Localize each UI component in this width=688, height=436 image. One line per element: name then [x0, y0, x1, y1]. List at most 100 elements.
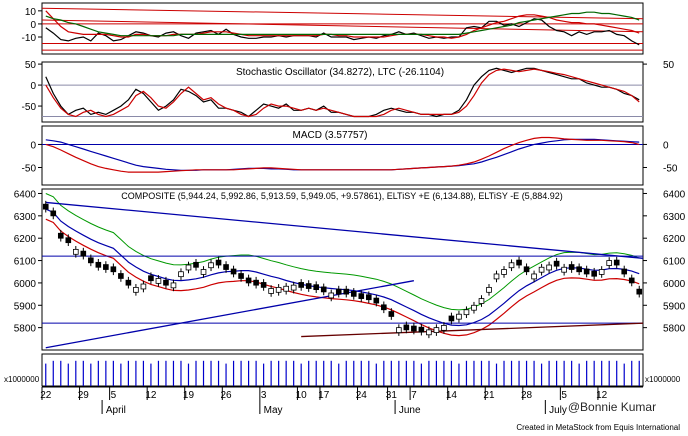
candle-body	[493, 273, 500, 280]
right-tick-label: 6300	[663, 212, 686, 223]
x-day-label: 26	[220, 390, 232, 401]
candle-body	[403, 324, 410, 331]
x-day-label: 19	[183, 390, 195, 401]
candle-body	[456, 313, 462, 320]
candle-body	[531, 273, 537, 280]
left-tick-label: 0	[30, 81, 36, 92]
candle-body	[305, 283, 312, 289]
price-trendline	[45, 201, 644, 259]
candle-body	[463, 309, 470, 316]
candle-body	[636, 288, 643, 295]
left-tick-label: 6200	[14, 234, 37, 245]
price-title: COMPOSITE (5,944.24, 5,992.86, 5,913.59,…	[121, 191, 562, 201]
left-tick-label: -50	[22, 163, 37, 174]
candle-body	[155, 278, 162, 284]
volume-unit-right: x1000000	[645, 375, 681, 384]
candle-body	[193, 261, 199, 268]
candle-body	[50, 210, 57, 217]
right-tick-label: 6200	[663, 234, 686, 245]
candle-body	[396, 327, 402, 333]
candle-body	[358, 293, 365, 299]
left-tick-label: 0	[30, 20, 36, 31]
candle-body	[501, 269, 507, 275]
candle-body	[163, 279, 169, 286]
candle-body	[471, 304, 477, 311]
candle-body	[253, 279, 259, 286]
candle-body	[95, 261, 102, 268]
candle-body	[178, 271, 184, 278]
left-tick-label: 6400	[14, 189, 37, 200]
x-day-label: 3	[261, 390, 267, 401]
candle-body	[230, 268, 237, 275]
candle-body	[148, 275, 154, 282]
volume-unit-left: x1000000	[4, 375, 40, 384]
candle-body	[208, 262, 214, 269]
candle-body	[245, 277, 252, 284]
candle-body	[133, 286, 139, 293]
right-tick-label: 5900	[663, 301, 686, 312]
candle-body	[313, 284, 320, 291]
candle-body	[223, 264, 229, 270]
candle-body	[591, 270, 597, 277]
candle-body	[88, 257, 94, 264]
candle-body	[441, 325, 447, 331]
x-day-label: 21	[483, 390, 495, 401]
candle-body	[546, 264, 552, 271]
left-tick-label: -50	[22, 102, 37, 113]
candle-body	[335, 288, 342, 295]
candle-body	[583, 268, 590, 275]
right-tick-label: 6400	[663, 189, 686, 200]
candle-body	[381, 304, 387, 311]
candle-body	[508, 262, 515, 269]
candle-body	[125, 279, 132, 286]
candle-body	[538, 266, 545, 273]
x-month-label: April	[106, 405, 126, 416]
candle-body	[478, 298, 485, 304]
credit-text: Created in MetaStock from Equis Internat…	[516, 423, 680, 432]
stoch-series-1	[45, 68, 640, 118]
left-tick-label: 6300	[14, 212, 37, 223]
candle-body	[365, 294, 372, 301]
x-day-label: 7	[411, 390, 417, 401]
right-tick-label: 50	[663, 60, 675, 71]
candle-body	[613, 259, 620, 266]
right-tick-label: 6100	[663, 257, 686, 268]
x-day-label: 10	[296, 390, 308, 401]
x-month-label: July	[549, 405, 567, 416]
candle-body	[343, 288, 350, 295]
x-day-label: 28	[521, 390, 533, 401]
candle-body	[426, 329, 432, 336]
candle-body	[320, 286, 327, 293]
candle-body	[621, 268, 628, 275]
candle-body	[170, 282, 177, 289]
macd-series-1	[45, 136, 640, 173]
x-day-label: 22	[40, 390, 52, 401]
candle-body	[42, 203, 49, 210]
candle-body	[433, 327, 440, 333]
osc-series-2	[45, 11, 640, 37]
macd-title: MACD (3.57757)	[292, 130, 367, 141]
candles-group	[42, 200, 643, 339]
right-tick-label: 6000	[663, 279, 686, 290]
candle-body	[373, 297, 380, 304]
left-tick-label: 5800	[14, 324, 37, 335]
candle-body	[65, 237, 72, 244]
candle-body	[418, 326, 425, 333]
macd-panel-frame	[41, 125, 644, 186]
candle-body	[110, 266, 117, 273]
right-tick-label: 0	[663, 140, 669, 151]
candle-body	[350, 291, 357, 297]
left-tick-label: 50	[25, 60, 37, 71]
candle-body	[411, 325, 417, 332]
candle-body	[238, 273, 244, 279]
candle-body	[200, 269, 207, 275]
left-tick-label: 6000	[14, 279, 37, 290]
left-tick-label: 6100	[14, 257, 37, 268]
osc-panel-frame	[41, 2, 644, 55]
candle-body	[606, 260, 612, 266]
candle-body	[290, 284, 297, 291]
x-day-label: 29	[78, 390, 90, 401]
x-day-label: 17	[318, 390, 330, 401]
osc-trendline	[41, 19, 644, 33]
